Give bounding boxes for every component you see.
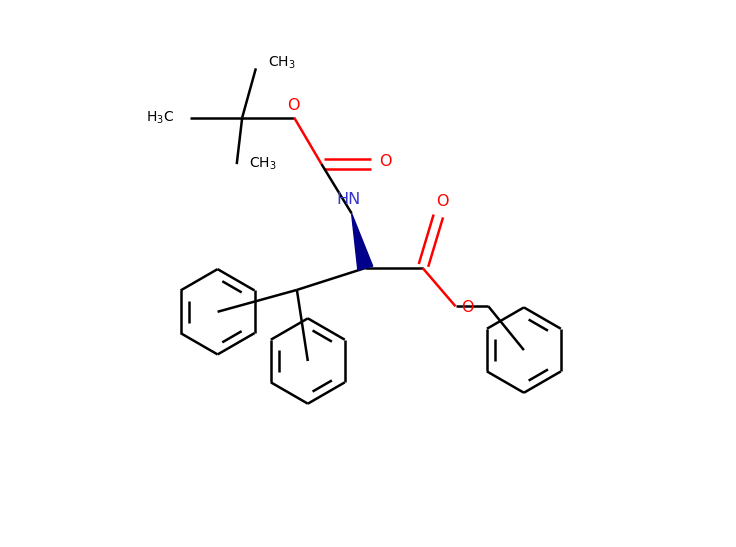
Text: O: O [436, 194, 449, 209]
Text: H$_3$C: H$_3$C [146, 109, 174, 126]
Text: HN: HN [337, 192, 361, 207]
Text: CH$_3$: CH$_3$ [269, 55, 296, 71]
Polygon shape [352, 213, 372, 270]
Text: O: O [287, 98, 300, 113]
Text: CH$_3$: CH$_3$ [250, 156, 277, 172]
Text: O: O [461, 300, 474, 315]
Text: O: O [379, 154, 392, 170]
